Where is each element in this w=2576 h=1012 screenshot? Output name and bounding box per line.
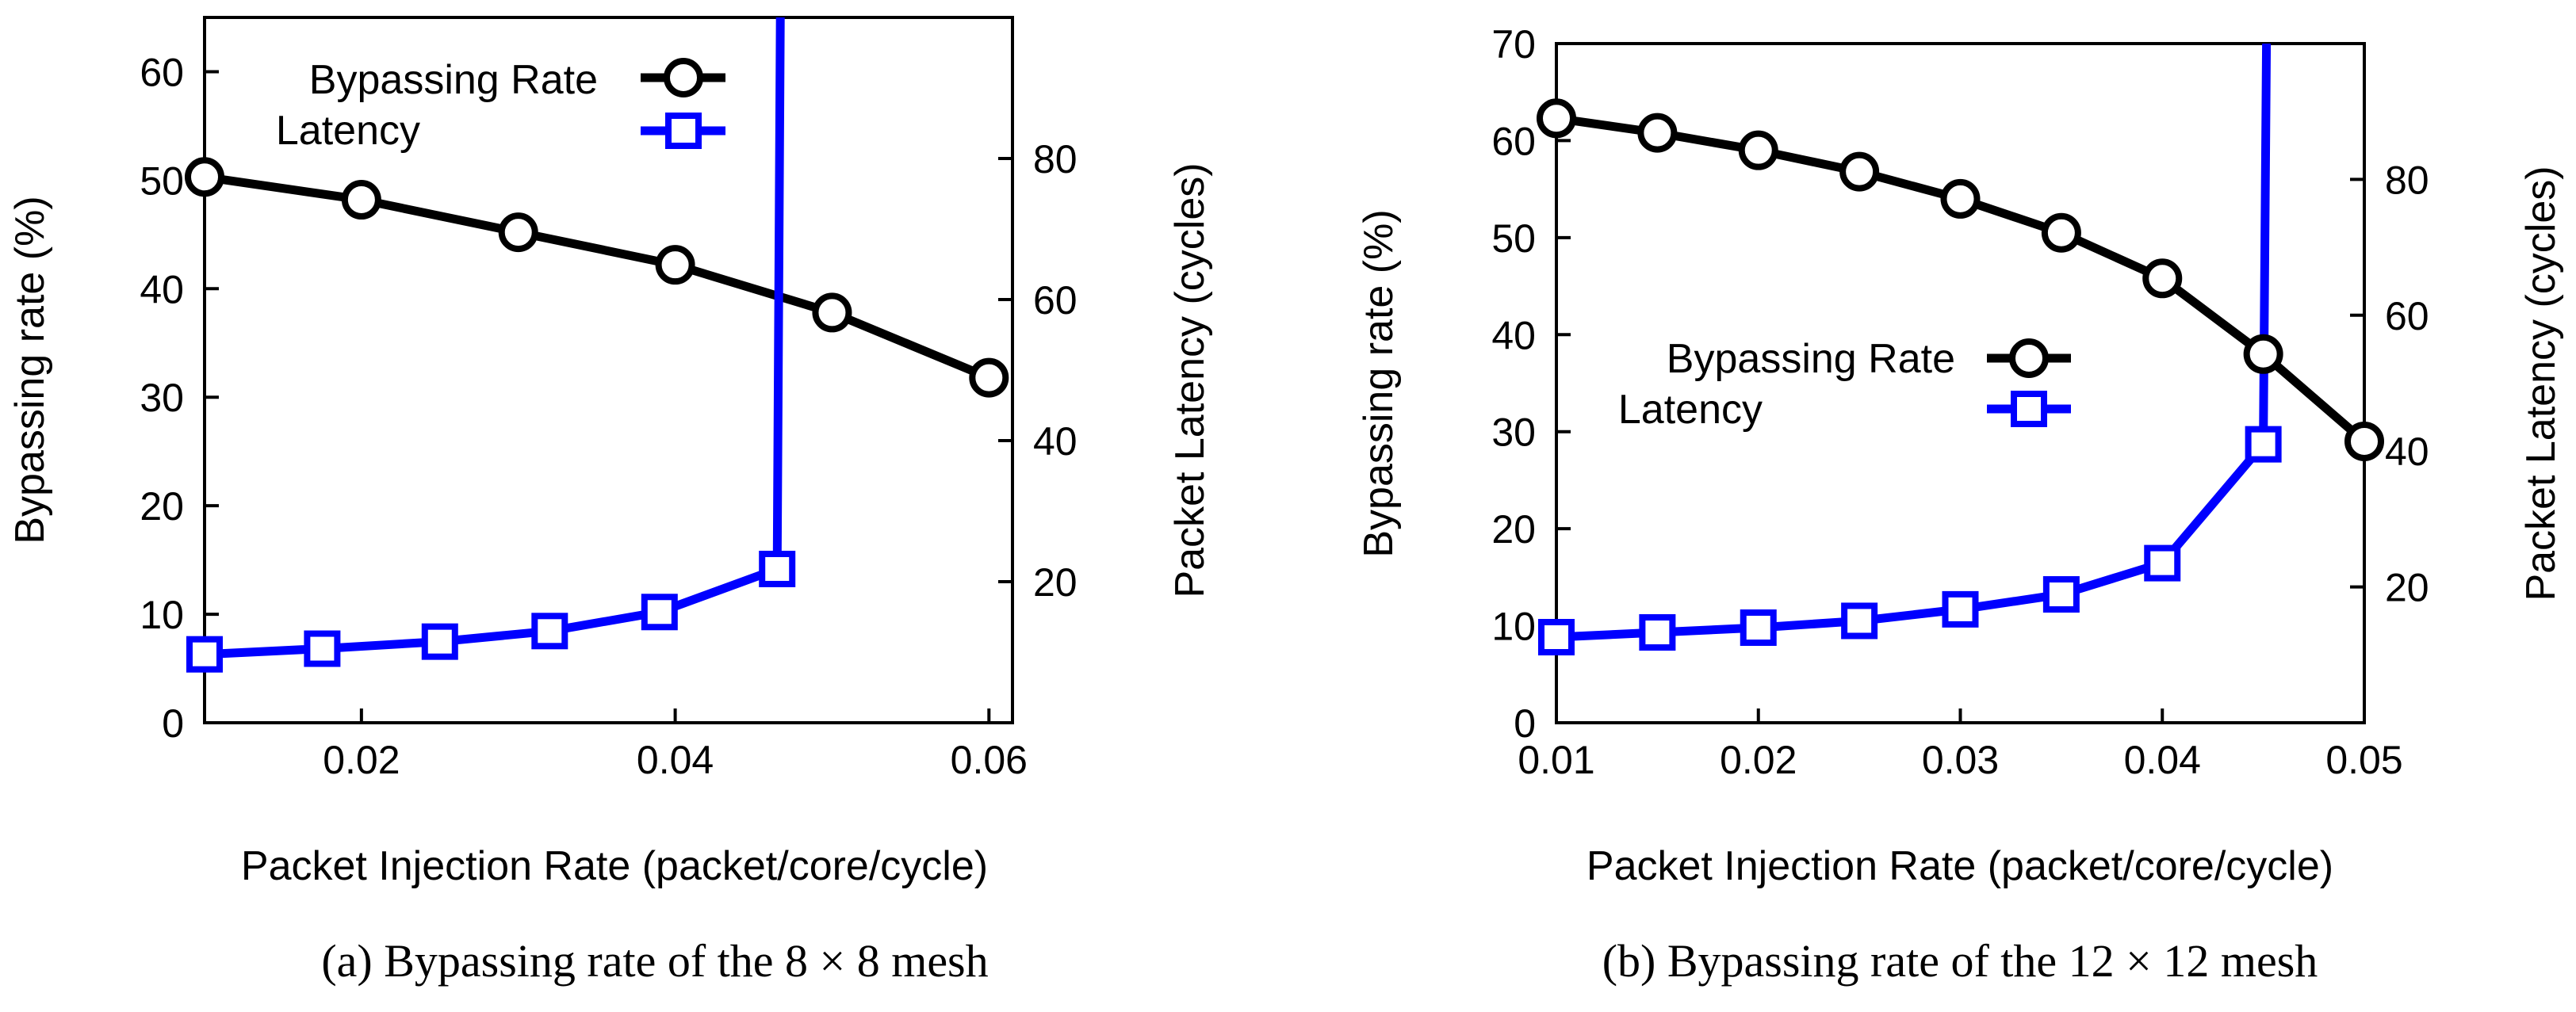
data-point-latency: [2042, 576, 2080, 613]
data-point-latency: [1639, 614, 1676, 651]
y-tick-label: 0: [1514, 701, 1536, 746]
legend-label-latency: Latency: [1618, 387, 1763, 433]
y2-tick-label: 40: [2385, 430, 2429, 474]
data-point-bypassing-rate: [1940, 178, 1981, 219]
legend-label-latency: Latency: [276, 108, 420, 154]
y-tick-label: 40: [140, 267, 184, 311]
data-point-bypassing-rate: [812, 292, 852, 333]
data-point-latency: [186, 636, 223, 673]
data-point-bypassing-rate: [655, 245, 695, 285]
data-point-latency: [2245, 426, 2282, 463]
data-point-latency: [1740, 609, 1777, 647]
legend-marker-circle: [664, 58, 703, 97]
x-tick-label: 0.06: [951, 738, 1028, 782]
data-point-latency: [1841, 602, 1878, 640]
data-point-latency: [421, 623, 458, 660]
y2-tick-label: 40: [1033, 419, 1077, 464]
y-axis-label: Bypassing rate (%): [7, 196, 53, 544]
data-point-bypassing-rate: [2142, 258, 2183, 299]
data-point-bypassing-rate: [2041, 212, 2081, 253]
y2-tick-label: 80: [1033, 137, 1077, 181]
legend-label-bypassing-rate: Bypassing Rate: [309, 57, 598, 103]
data-point-bypassing-rate: [2243, 334, 2283, 374]
legend-marker-circle: [2009, 338, 2049, 378]
data-point-latency: [531, 613, 568, 650]
legend-marker-square: [2011, 391, 2047, 427]
legend: Bypassing Rate Latency: [276, 57, 725, 154]
y-tick-label: 20: [1491, 507, 1536, 552]
y2-tick-label: 20: [2385, 566, 2429, 610]
data-point-latency: [304, 630, 341, 667]
panel-b: 0.01 0.02 0.03 0.04 0.05 0 10 20 30 40 50 60 70 20 40 6…: [1356, 22, 2564, 987]
x-tick-label: 0.05: [2325, 738, 2402, 782]
y-tick-label: 0: [162, 701, 184, 746]
series-line-bypassing-rate: [204, 172, 991, 382]
data-point-bypassing-rate: [1537, 98, 1576, 139]
data-point-latency: [641, 594, 678, 631]
data-point-bypassing-rate: [341, 180, 381, 220]
caption: (b) Bypassing rate of the 12 × 12 mesh: [1602, 935, 2318, 987]
data-point-bypassing-rate: [1637, 113, 1678, 153]
y2-tick-label: 60: [1033, 278, 1077, 323]
y2-tick-label: 60: [2385, 294, 2429, 338]
y2-tick-label: 80: [2385, 158, 2429, 202]
x-tick-label: 0.02: [1720, 738, 1797, 782]
y-tick-label: 20: [140, 484, 184, 529]
y-tick-label: 50: [140, 158, 184, 203]
x-tick-label: 0.04: [2124, 738, 2201, 782]
data-point-bypassing-rate: [1839, 151, 1880, 192]
x-tick-label: 0.02: [323, 738, 400, 782]
data-point-bypassing-rate: [969, 357, 1009, 398]
y-axis-label: Bypassing rate (%): [1356, 209, 1402, 557]
x-tick-label: 0.01: [1518, 738, 1594, 782]
y-tick-label: 30: [1491, 411, 1536, 455]
legend-label-bypassing-rate: Bypassing Rate: [1667, 336, 1955, 382]
data-point-bypassing-rate: [185, 157, 224, 197]
y-tick-label: 40: [1491, 313, 1536, 357]
y-tick-label: 10: [1491, 605, 1536, 649]
data-point-latency: [759, 550, 796, 587]
y2-tick-label: 20: [1033, 560, 1077, 605]
x-tick-label: 0.03: [1922, 738, 1999, 782]
y-tick-label: 30: [140, 376, 184, 420]
x-axis-label: Packet Injection Rate (packet/core/cycle…: [1587, 843, 2333, 889]
caption: (a) Bypassing rate of the 8 × 8 mesh: [321, 935, 988, 987]
data-point-latency: [1942, 590, 1979, 628]
panel-a: 0.02 0.04 0.06 0 10 20 30 40 50 60 20 40 60 80 Bypass…: [7, 16, 1213, 987]
y2-axis-label: Packet Latency (cycles): [1167, 162, 1213, 598]
data-point-latency: [1538, 619, 1575, 656]
x-tick-label: 0.04: [637, 738, 714, 782]
y2-axis-label: Packet Latency (cycles): [2518, 166, 2564, 601]
data-point-bypassing-rate: [1738, 130, 1778, 170]
y-tick-label: 60: [1491, 119, 1536, 163]
y-tick-label: 50: [1491, 216, 1536, 261]
data-point-latency: [2144, 544, 2181, 582]
x-axis-label: Packet Injection Rate (packet/core/cycle…: [241, 843, 988, 889]
plot-frame: [203, 16, 1014, 724]
y-tick-label: 70: [1491, 22, 1536, 67]
data-point-bypassing-rate: [498, 212, 538, 253]
y-tick-label: 60: [140, 50, 184, 94]
y-tick-label: 10: [140, 593, 184, 637]
legend: Bypassing Rate Latency: [1618, 336, 2071, 433]
data-point-bypassing-rate: [2344, 421, 2384, 461]
legend-marker-square: [665, 113, 702, 149]
